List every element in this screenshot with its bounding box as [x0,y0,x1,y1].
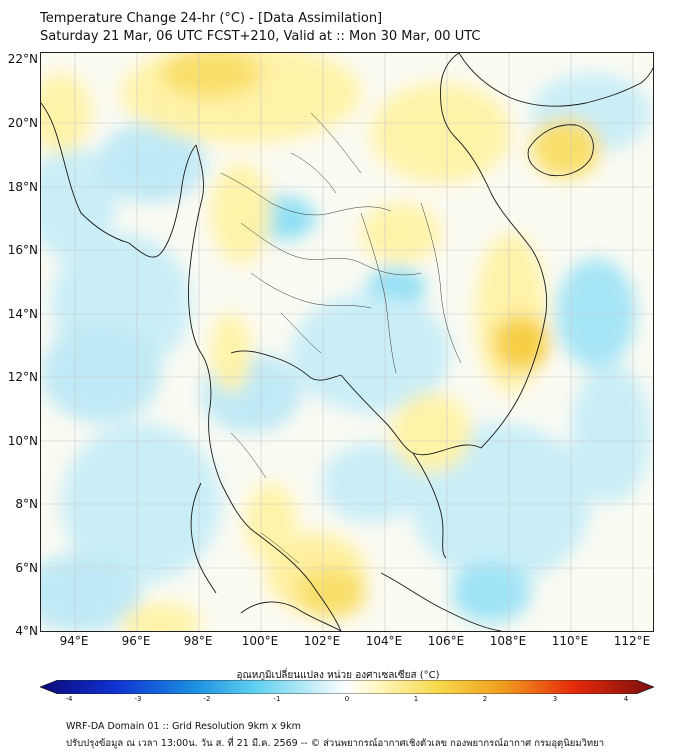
temperature-field [41,53,651,631]
colorbar-tick: 0 [344,695,350,703]
colorbar-tick: -2 [203,695,211,703]
coastlines [41,53,653,631]
lat-label-16n: 16°N [7,243,38,257]
colorbar-title: อุณหภูมิเปลี่ยนแปลง หน่วย องศาเซลเซียส (… [236,670,440,681]
colorbar-tick: -3 [134,695,142,703]
colorbar-tick: 4 [623,695,629,703]
lon-label-94e: 94°E [59,634,89,648]
lon-label-100e: 100°E [241,634,279,648]
colorbar-tick: 1 [413,695,419,703]
title-line-2: Saturday 21 Mar, 06 UTC FCST+210, Valid … [40,29,481,44]
lat-label-8n: 8°N [15,497,38,511]
chart-title: Temperature Change 24-hr (°C) - [Data As… [40,10,480,46]
temperature-map [41,53,653,631]
lat-label-4n: 4°N [15,624,38,638]
lon-label-96e: 96°E [121,634,151,648]
lon-label-102e: 102°E [303,634,341,648]
colorbar-tick: -1 [273,695,281,703]
lat-label-10n: 10°N [7,434,38,448]
lat-label-12n: 12°N [7,370,38,384]
lon-label-98e: 98°E [183,634,213,648]
lat-label-6n: 6°N [15,561,38,575]
colorbar-tick: 2 [482,695,488,703]
colorbar-tick: -4 [65,695,73,703]
colorbar-tick: 3 [552,695,558,703]
admin-borders [220,112,462,564]
lon-label-108e: 108°E [489,634,527,648]
footer-model-info: WRF-DA Domain 01 :: Grid Resolution 9km … [66,721,301,732]
lat-label-18n: 18°N [7,180,38,194]
graticule [41,53,653,631]
lat-label-14n: 14°N [7,307,38,321]
title-line-1: Temperature Change 24-hr (°C) - [Data As… [40,11,383,26]
lat-label-22n: 22°N [7,52,38,66]
lat-label-20n: 20°N [7,116,38,130]
lon-label-106e: 106°E [427,634,465,648]
colorbar [40,680,654,694]
lon-label-112e: 112°E [613,634,651,648]
footer-credit: ปรับปรุงข้อมูล ณ เวลา 13:00น. วัน ส. ที่… [66,738,605,749]
lon-label-104e: 104°E [365,634,403,648]
map-panel[interactable] [40,52,654,632]
lon-label-110e: 110°E [551,634,589,648]
